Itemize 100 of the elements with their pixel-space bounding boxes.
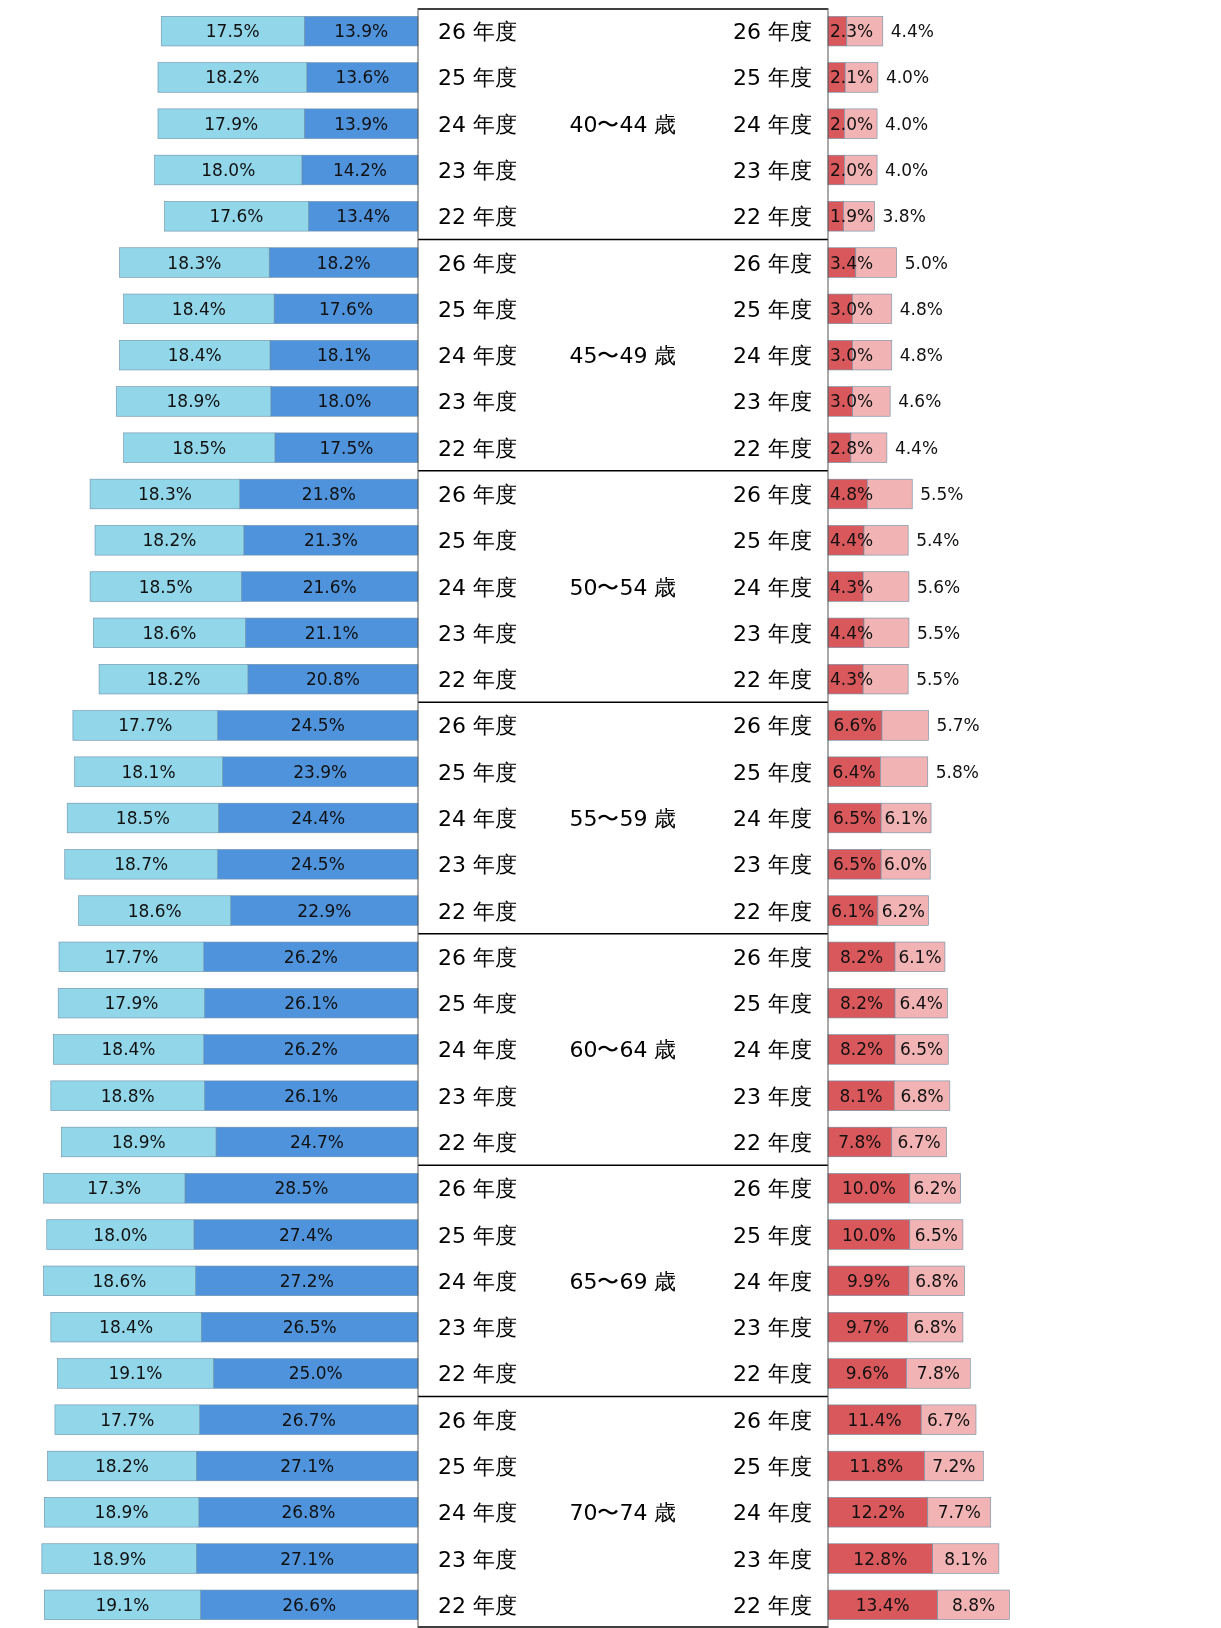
data-label: 18.2% [146, 669, 201, 690]
data-label: 18.5% [115, 808, 170, 828]
text: 70〜74 歳 [569, 1500, 677, 1526]
data-label: 11.8% [849, 1456, 904, 1476]
data-label: 24.4% [291, 808, 346, 828]
data-label: 6.2% [913, 1178, 957, 1199]
data-label: 3.0% [830, 298, 874, 319]
y-tick-label: 22 年度 [733, 898, 812, 924]
data-label: 18.9% [92, 1548, 147, 1569]
y-tick-label: 24 年度 [733, 806, 812, 831]
data-label: 18.8% [100, 1085, 155, 1106]
y-tick-label: 24 年度 [733, 574, 812, 600]
data-label: 10.0% [841, 1224, 896, 1245]
data-label: 6.7% [927, 1409, 971, 1430]
data-label: 14.2% [332, 160, 387, 180]
data-label: 1.9% [830, 206, 874, 227]
data-label: 3.4% [830, 252, 874, 273]
data-label: 17.9% [104, 993, 159, 1014]
data-label: 27.1% [280, 1456, 335, 1476]
y-tick-label: 25 年度 [733, 1454, 812, 1479]
data-label: 24.5% [290, 854, 345, 875]
y-tick-label: 22 年度 [438, 1361, 517, 1387]
data-label: 27.4% [278, 1224, 333, 1245]
y-tick-label: 24 年度 [733, 1500, 812, 1526]
data-label: 18.9% [111, 1132, 166, 1152]
y-tick-label: 25 年度 [438, 65, 517, 91]
data-label: 27.2% [279, 1270, 334, 1291]
data-label: 13.9% [334, 21, 389, 42]
data-label: 21.3% [303, 530, 358, 551]
data-label: 8.8% [951, 1594, 996, 1615]
data-label: 18.0% [317, 391, 372, 412]
data-label: 18.4% [171, 298, 226, 319]
data-label: 21.6% [302, 576, 357, 597]
text: 60〜64 歳 [569, 1037, 677, 1063]
y-tick-label: 23 年度 [438, 1546, 517, 1572]
data-label: 4.0% [885, 113, 929, 134]
y-tick-label: 22 年度 [733, 435, 812, 461]
data-label: 5.8% [935, 761, 979, 782]
y-tick-label: 23 年度 [438, 389, 517, 415]
data-label: 17.9% [204, 113, 259, 134]
data-label: 18.4% [167, 345, 222, 366]
data-label: 11.4% [847, 1409, 902, 1430]
data-label: 13.4% [336, 206, 391, 227]
data-label: 18.9% [166, 391, 221, 412]
data-label: 6.2% [881, 900, 925, 921]
y-tick-label: 26 年度 [733, 250, 812, 276]
data-label: 18.3% [137, 484, 192, 504]
data-label: 6.6% [833, 715, 877, 736]
data-label: 6.1% [884, 808, 928, 828]
data-label: 18.1% [316, 345, 372, 366]
data-label: 23.9% [293, 761, 348, 782]
y-tick-label: 25 年度 [438, 296, 517, 322]
data-label: 4.8% [830, 484, 874, 504]
data-label: 26.2% [283, 946, 338, 967]
y-tick-label: 25 年度 [733, 1222, 812, 1248]
data-label: 18.6% [127, 900, 182, 921]
y-tick-label: 23 年度 [733, 1083, 812, 1109]
y-tick-label: 25 年度 [438, 991, 517, 1017]
data-label: 17.5% [205, 21, 260, 42]
data-label: 18.2% [205, 67, 260, 88]
data-label: 12.8% [853, 1548, 908, 1569]
data-label: 6.1% [831, 900, 875, 921]
data-label: 13.4% [855, 1594, 910, 1615]
data-label: 4.3% [830, 669, 874, 690]
data-label: 3.0% [830, 345, 874, 366]
data-label: 18.1% [121, 761, 176, 782]
data-label: 7.7% [937, 1502, 981, 1523]
y-tick-label: 23 年度 [438, 852, 517, 878]
data-label: 9.9% [846, 1270, 891, 1291]
text: 50〜54 歳 [569, 574, 677, 600]
y-tick-label: 22 年度 [438, 435, 517, 461]
data-label: 18.3% [167, 252, 222, 273]
data-label: 7.2% [932, 1456, 976, 1476]
data-label: 18.9% [94, 1502, 149, 1523]
data-label: 5.5% [916, 669, 960, 690]
data-label: 5.5% [916, 622, 961, 643]
data-label: 5.6% [916, 576, 961, 597]
y-tick-label: 26 年度 [438, 250, 517, 276]
data-label: 5.5% [920, 484, 964, 504]
y-tick-label: 24 年度 [438, 806, 517, 831]
data-label: 9.6% [845, 1363, 889, 1384]
data-label: 2.0% [830, 113, 874, 134]
data-label: 8.2% [839, 993, 884, 1014]
y-tick-label: 22 年度 [733, 204, 812, 230]
data-label: 17.6% [319, 298, 374, 319]
data-label: 4.0% [885, 160, 929, 180]
data-label: 26.5% [282, 1317, 337, 1338]
y-tick-label: 24 年度 [438, 1268, 517, 1294]
data-label: 18.5% [138, 576, 193, 597]
y-tick-label: 26 年度 [438, 482, 517, 507]
data-label: 26.6% [282, 1594, 337, 1615]
data-label: 18.0% [201, 160, 256, 180]
data-label: 22.9% [297, 900, 352, 921]
data-label: 6.8% [915, 1270, 959, 1291]
data-label: 17.3% [87, 1178, 142, 1199]
data-label: 8.1% [839, 1085, 883, 1106]
y-tick-label: 22 年度 [438, 1592, 517, 1618]
y-tick-label: 25 年度 [733, 296, 812, 322]
data-label: 26.1% [284, 993, 339, 1014]
data-label: 17.7% [104, 946, 159, 967]
